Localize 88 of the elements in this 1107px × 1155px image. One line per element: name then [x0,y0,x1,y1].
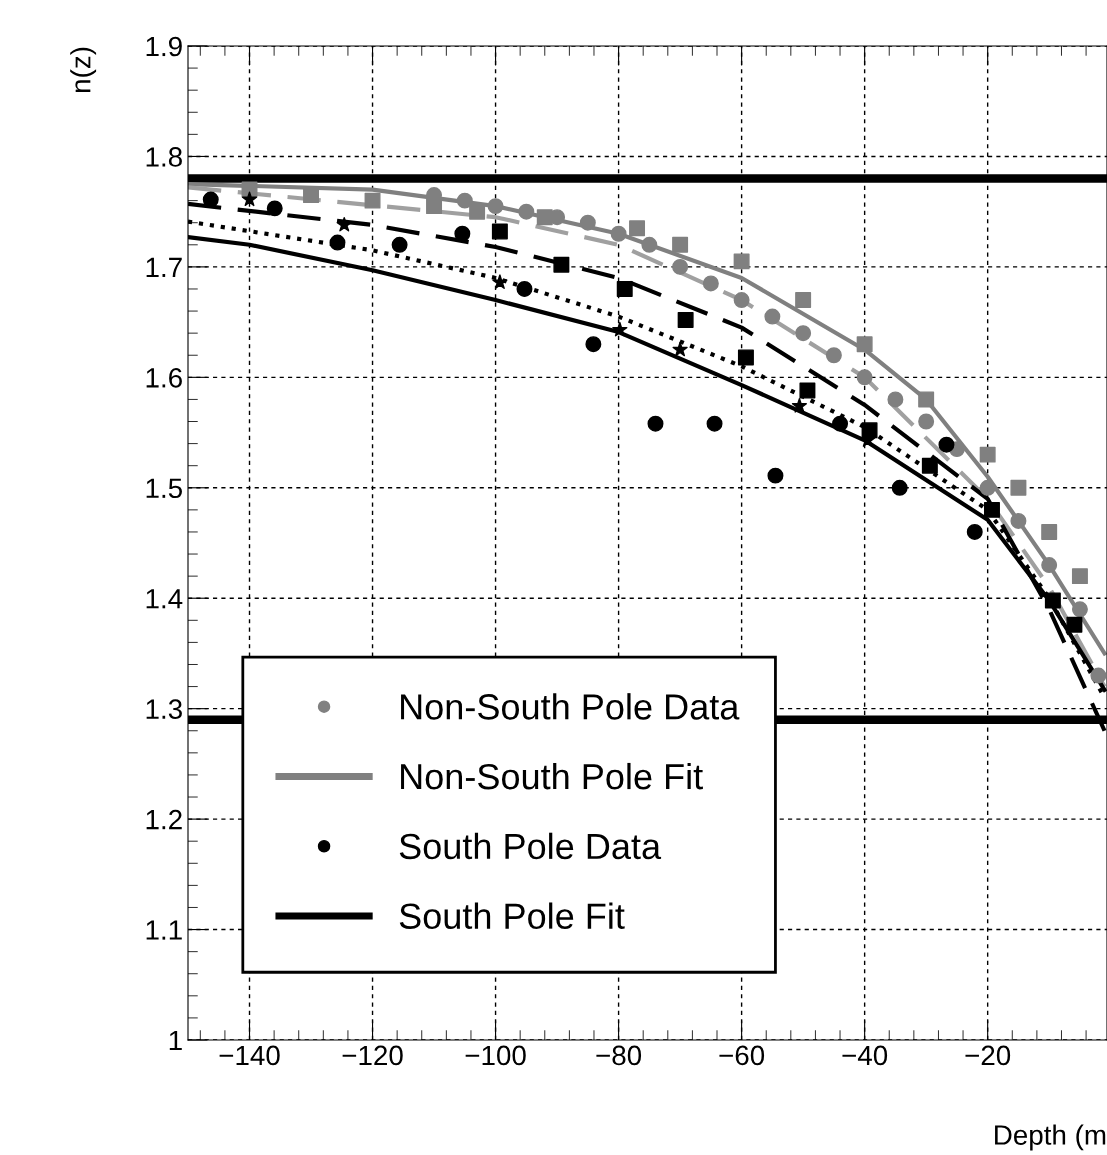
point [979,479,996,496]
legend-label: Non-South Pole Fit [401,762,703,790]
x-tick-label: −120 [342,1045,403,1066]
y-axis-title: n(z) [70,47,97,92]
point [733,253,750,270]
y-tick-label: 1.8 [146,147,182,167]
point [891,479,908,496]
point [426,198,443,215]
y-tick-label: 1.9 [146,36,182,57]
point [364,192,381,209]
point [856,336,873,353]
point [456,192,473,209]
point [1090,667,1107,684]
point [612,321,628,337]
x-tick-label: −60 [719,1045,765,1066]
y-tick-label: 1.5 [146,478,182,499]
point [1010,479,1027,496]
point [579,214,596,231]
point [938,436,955,453]
point [1066,616,1083,633]
y-tick-label: 1.3 [146,699,182,720]
point [266,200,283,217]
point [518,203,535,220]
point [702,275,719,292]
point [629,220,646,237]
point [832,415,849,432]
point [672,236,689,253]
point [610,225,627,242]
x-axis-title: Depth (m [995,1124,1106,1151]
point [795,292,812,309]
y-tick-label: 1.4 [146,589,183,609]
legend-label: South Pole Fit [399,902,625,929]
point [536,209,553,226]
point [672,258,689,275]
y-tick-label: 1.6 [146,368,182,388]
x-tick-label: −40 [842,1045,888,1066]
point [454,225,471,242]
point [921,457,938,474]
legend-label: South Pole Data [399,832,662,860]
point [764,308,781,325]
point [966,523,983,540]
point [1071,568,1088,585]
point [825,347,842,364]
point [856,369,873,386]
legend-label: Non-South Pole Data [401,693,740,720]
x-tick-label: −20 [965,1045,1011,1066]
point [799,382,816,399]
point [303,187,320,204]
point [1010,512,1027,529]
y-tick-label: 1 [169,1030,182,1051]
point [1041,523,1058,540]
point [336,216,352,232]
x-tick-label: −100 [465,1045,526,1066]
point [487,198,504,215]
point [979,446,996,463]
point [887,391,904,408]
point [647,415,664,432]
point [677,311,694,328]
y-tick-label: 1.1 [146,920,182,940]
point [733,292,750,309]
point [1041,557,1058,574]
point [516,280,533,297]
point [706,415,723,432]
point [241,191,258,207]
point [791,398,808,413]
y-tick-label: 1.2 [146,809,182,830]
point [553,256,570,273]
x-tick-label: −140 [219,1045,280,1066]
point [491,223,508,240]
point [767,467,784,484]
point [1044,592,1061,609]
point [329,234,346,251]
point [492,274,508,289]
point [672,341,688,357]
y-tick-label: 1.7 [146,257,182,277]
point [391,236,408,253]
point [469,203,486,220]
point [616,280,633,297]
point [918,391,935,408]
point [585,336,602,353]
point [983,501,1000,518]
point [737,349,754,366]
point [795,325,812,342]
point [641,236,658,253]
x-tick-label: −80 [596,1045,642,1066]
point [918,413,935,430]
point [1071,601,1088,618]
point [202,191,219,208]
